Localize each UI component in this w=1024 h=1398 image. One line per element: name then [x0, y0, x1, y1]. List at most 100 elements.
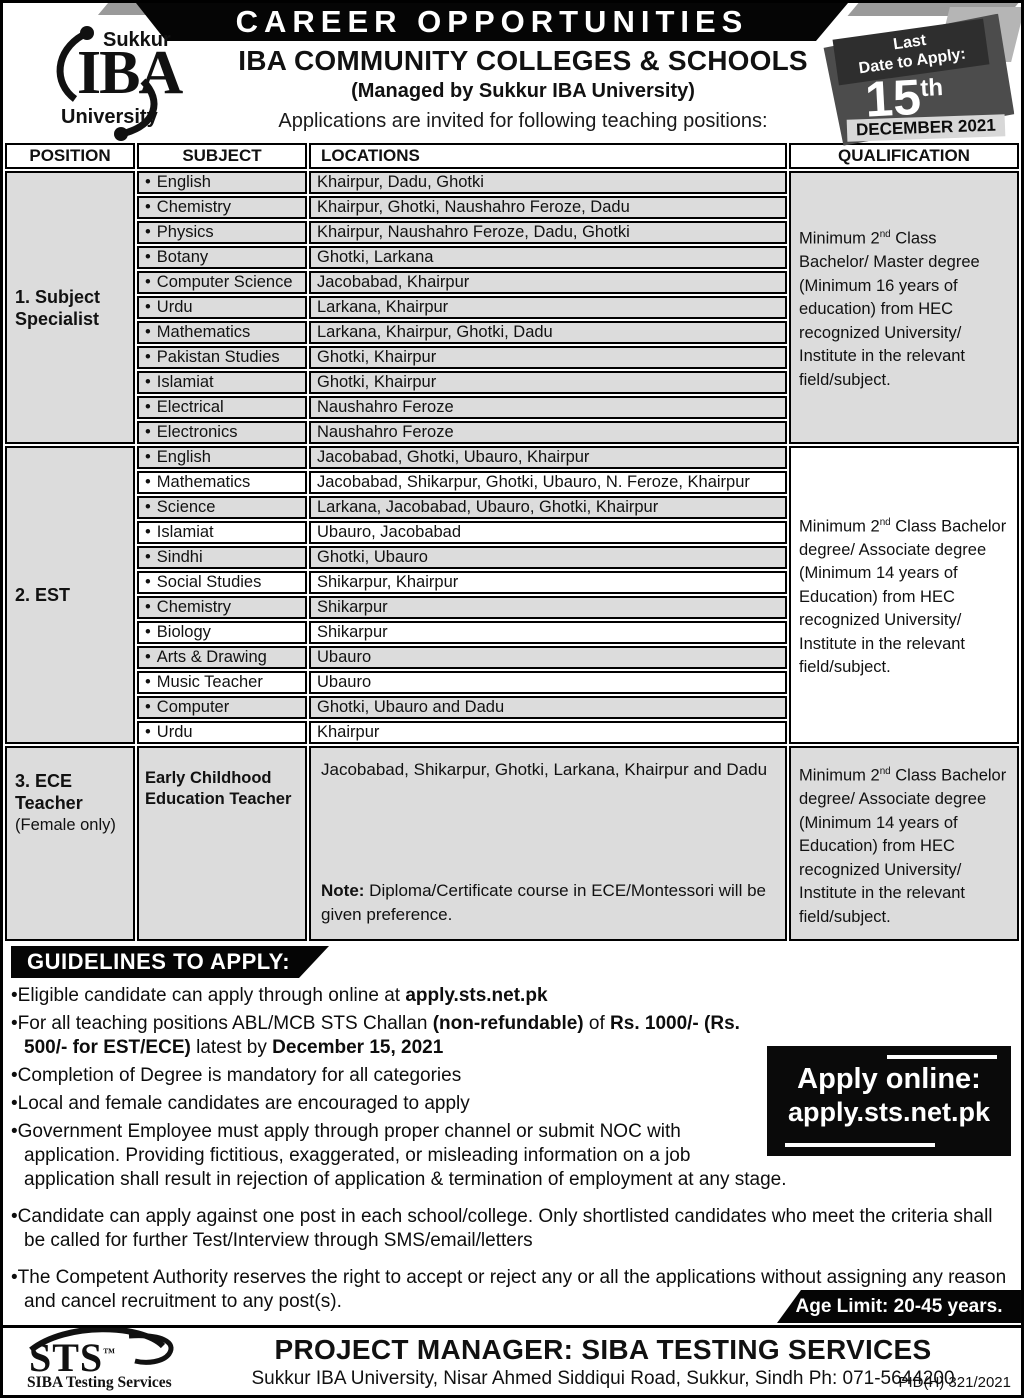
locations-cell: Ghotki, Khairpur — [309, 371, 787, 394]
career-opportunities-banner: CAREER OPPORTUNITIES — [136, 3, 848, 41]
sts-logo: STS™ SIBA Testing Services — [3, 1327, 215, 1394]
bullet-icon: • — [145, 223, 151, 241]
subject-cell: • Mathematics — [137, 321, 307, 344]
subject-cell: • Biology — [137, 621, 307, 644]
text-segment: Minimum 2 — [799, 229, 880, 248]
text-segment: December 15, 2021 — [272, 1037, 444, 1058]
text-segment: For all teaching positions ABL/MCB STS C… — [17, 1013, 433, 1034]
qualification-cell: Minimum 2nd Class Bachelor degree/ Assoc… — [789, 746, 1019, 941]
subject-label: Urdu — [156, 723, 193, 741]
table-body: 1. Subject Specialist • English Khairpur, D… — [5, 171, 1019, 941]
locations-cell: Larkana, Khairpur — [309, 296, 787, 319]
bullet-icon: • — [11, 1065, 18, 1086]
text-segment: nd — [879, 516, 891, 528]
qualification-text: Minimum 2nd Class Bachelor degree/ Assoc… — [799, 760, 1009, 929]
bullet-icon: • — [145, 373, 151, 391]
subject-cell: • Islamiat — [137, 371, 307, 394]
subject-cell: • Chemistry — [137, 596, 307, 619]
bullet-icon: • — [11, 1093, 18, 1114]
bullet-icon: • — [145, 498, 151, 516]
locations-cell: Shikarpur — [309, 621, 787, 644]
text-segment: nd — [879, 766, 891, 777]
table-section: 2. EST • English Jacobabad, Ghotki, Ubauro,… — [5, 446, 1019, 744]
apply-online-box[interactable]: Apply online: apply.sts.net.pk — [767, 1046, 1011, 1156]
bullet-icon: • — [145, 423, 151, 441]
apply-box-line-bottom — [785, 1143, 935, 1147]
locations-cell: Larkana, Jacobabad, Ubauro, Ghotki, Khai… — [309, 496, 787, 519]
subject-cell: Early Childhood Education Teacher — [137, 746, 307, 941]
subject-label: Biology — [156, 623, 211, 641]
bullet-icon: • — [145, 523, 151, 541]
header-qualification: QUALIFICATION — [789, 143, 1019, 169]
qualification-cell: Minimum 2nd Class Bachelor/ Master degre… — [789, 171, 1019, 444]
text-segment: Rs. 1000/- (Rs. 500/- for EST/ECE) — [24, 1013, 740, 1058]
last-date-badge: Last Date to Apply: 15th DECEMBER 2021 — [823, 21, 1011, 139]
locations-cell: Ubauro — [309, 671, 787, 694]
age-limit-badge: Age Limit: 20-45 years. — [777, 1290, 1021, 1323]
text-segment: The Competent Authority reserves the rig… — [17, 1267, 1007, 1312]
subject-label: Electronics — [156, 423, 238, 441]
locations-cell: Jacobabad, Ghotki, Ubauro, Khairpur — [309, 446, 787, 469]
subject-cell: • Electronics — [137, 421, 307, 444]
guideline-item: •Eligible candidate can apply through on… — [11, 984, 1011, 1008]
subject-cell: • Sindhi — [137, 546, 307, 569]
locations-cell: Khairpur, Ghotki, Naushahro Feroze, Dadu — [309, 196, 787, 219]
subject-label: English — [156, 448, 211, 466]
page-subtitle: (Managed by Sukkur IBA University) — [351, 80, 695, 102]
footer-pid: PID(H) 321/2021 — [898, 1374, 1011, 1391]
text-segment: nd — [879, 229, 891, 240]
subject-label: Electrical — [156, 398, 224, 416]
subject-cell: • Pakistan Studies — [137, 346, 307, 369]
text-segment: Class Bachelor/ Master degree (Minimum 1… — [799, 229, 980, 389]
page-title: IBA COMMUNITY COLLEGES & SCHOOLS — [238, 45, 808, 76]
locations-text: Jacobabad, Shikarpur, Ghotki, Larkana, K… — [321, 760, 768, 779]
apply-online-url: apply.sts.net.pk — [787, 1097, 991, 1127]
subject-label: Chemistry — [156, 598, 232, 616]
text-segment: (non-refundable) — [432, 1013, 584, 1034]
positions-table: POSITION SUBJECT LOCATIONS QUALIFICATION… — [3, 143, 1021, 941]
bullet-icon: • — [145, 548, 151, 566]
subject-label: Sindhi — [156, 548, 203, 566]
badge-month-year: DECEMBER 2021 — [846, 114, 1006, 142]
guideline-item: •Local and female candidates are encoura… — [11, 1092, 1011, 1116]
subject-label: Social Studies — [156, 573, 262, 591]
footer: STS™ SIBA Testing Services PROJECT MANAG… — [3, 1325, 1021, 1395]
locations-cell: Naushahro Feroze — [309, 421, 787, 444]
subject-label: Islamiat — [156, 373, 214, 391]
logo-text-iba: IBA — [77, 39, 183, 107]
subject-label: Computer — [156, 698, 230, 716]
logo-text-university: University — [61, 106, 158, 128]
table-header-row: POSITION SUBJECT LOCATIONS QUALIFICATION — [5, 143, 1019, 169]
bullet-icon: • — [145, 698, 151, 716]
locations-cell: Shikarpur, Khairpur — [309, 571, 787, 594]
bullet-icon: • — [145, 348, 151, 366]
subject-label: Computer Science — [156, 273, 293, 291]
subject-label: Islamiat — [156, 523, 214, 541]
guideline-item: •Candidate can apply against one post in… — [11, 1205, 1011, 1253]
guideline-item: •Government Employee must apply through … — [11, 1120, 1011, 1192]
bullet-icon: • — [145, 673, 151, 691]
subject-cell: • Music Teacher — [137, 671, 307, 694]
locations-cell: Ghotki, Ubauro — [309, 546, 787, 569]
locations-cell: Ghotki, Ubauro and Dadu — [309, 696, 787, 719]
locations-cell: Larkana, Khairpur, Ghotki, Dadu — [309, 321, 787, 344]
position-cell: 3. ECE Teacher (Female only) — [5, 746, 135, 941]
subject-label: Mathematics — [156, 323, 251, 341]
locations-cell: Khairpur, Dadu, Ghotki — [309, 171, 787, 194]
note-text: Note: Diploma/Certificate course in ECE/… — [321, 879, 775, 927]
subject-cell: • Botany — [137, 246, 307, 269]
header: CAREER OPPORTUNITIES Sukkur IBA Universi… — [3, 3, 1021, 143]
position-label: 1. Subject Specialist — [15, 286, 101, 329]
iba-swoosh-icon — [56, 26, 158, 141]
subject-label: English — [156, 173, 211, 191]
bullet-icon: • — [11, 1013, 18, 1034]
title-block: IBA COMMUNITY COLLEGES & SCHOOLS (Manage… — [208, 45, 838, 133]
subject-label: Botany — [156, 248, 209, 266]
bullet-icon: • — [145, 323, 151, 341]
bullet-icon: • — [145, 398, 151, 416]
bullet-icon: • — [11, 985, 18, 1006]
text-segment: Diploma/Certificate course in ECE/Montes… — [321, 881, 766, 924]
locations-cell: Jacobabad, Khairpur — [309, 271, 787, 294]
tm-mark: ™ — [103, 1345, 117, 1360]
position-note: (Female only) — [15, 816, 116, 834]
